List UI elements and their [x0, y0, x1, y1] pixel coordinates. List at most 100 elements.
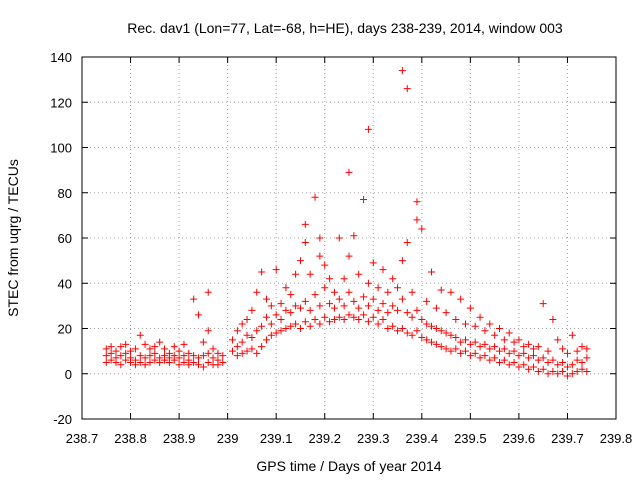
data-point [476, 343, 484, 351]
data-point [233, 343, 241, 351]
data-point [500, 336, 508, 344]
data-point [500, 356, 508, 364]
data-point [457, 349, 465, 357]
data-point [491, 354, 499, 362]
data-point [394, 327, 402, 335]
data-point [161, 345, 169, 353]
data-point [539, 354, 547, 362]
data-point [471, 338, 479, 346]
data-point [379, 300, 387, 308]
data-point [563, 349, 571, 357]
data-point [238, 349, 246, 357]
data-point [219, 358, 227, 366]
data-point [248, 345, 256, 353]
data-point [141, 354, 149, 362]
data-point [432, 304, 440, 312]
data-point [195, 361, 203, 369]
data-point [389, 302, 397, 310]
data-point [505, 349, 513, 357]
y-tick-label: 20 [58, 322, 72, 337]
data-point [486, 345, 494, 353]
data-point [515, 363, 523, 371]
data-point [190, 295, 198, 303]
data-point [199, 363, 207, 371]
data-point [486, 356, 494, 364]
data-point [583, 367, 591, 375]
data-point [253, 327, 261, 335]
data-point [491, 343, 499, 351]
data-point [272, 329, 280, 337]
x-axis-label: GPS time / Days of year 2014 [256, 458, 441, 474]
data-point [326, 318, 334, 326]
data-point [131, 356, 139, 364]
data-point [369, 295, 377, 303]
data-point [573, 367, 581, 375]
data-point [296, 304, 304, 312]
data-point [437, 286, 445, 294]
x-tick-label: 238.7 [66, 431, 99, 446]
data-point [437, 343, 445, 351]
data-point [559, 345, 567, 353]
data-point [301, 297, 309, 305]
data-point [447, 347, 455, 355]
data-point [122, 356, 130, 364]
data-point [452, 334, 460, 342]
data-point [175, 347, 183, 355]
data-point [311, 315, 319, 323]
data-point [117, 361, 125, 369]
data-point [384, 325, 392, 332]
data-point [350, 232, 358, 240]
data-point [151, 349, 159, 357]
data-point [466, 340, 474, 348]
x-tick-label: 239.8 [600, 431, 633, 446]
data-point [180, 358, 188, 366]
data-point [549, 367, 557, 375]
grid-lines [82, 57, 616, 419]
x-tick-label: 239.1 [260, 431, 293, 446]
data-point [389, 275, 397, 283]
data-point [539, 365, 547, 373]
data-point [491, 331, 499, 339]
data-point [544, 358, 552, 366]
data-point [374, 306, 382, 314]
data-point [107, 343, 115, 351]
data-point [272, 266, 280, 274]
data-point [554, 370, 562, 378]
data-point [403, 85, 411, 93]
data-point [423, 336, 431, 344]
data-point [466, 304, 474, 312]
data-point [398, 257, 406, 265]
data-point [277, 315, 285, 323]
data-point [544, 370, 552, 378]
data-point [175, 354, 183, 362]
data-point [185, 356, 193, 364]
data-point [243, 315, 251, 323]
data-point [510, 347, 518, 355]
data-point [413, 306, 421, 314]
data-point [277, 300, 285, 308]
data-point [156, 338, 164, 346]
data-point [554, 336, 562, 344]
data-point [568, 370, 576, 378]
data-point [151, 356, 159, 364]
data-point [350, 313, 358, 321]
data-point [326, 275, 334, 283]
data-point [306, 306, 314, 314]
data-point [432, 340, 440, 348]
data-point [316, 252, 324, 260]
data-point [476, 354, 484, 362]
data-point [321, 313, 329, 321]
data-point [209, 354, 217, 362]
data-point [495, 347, 503, 355]
data-point [466, 352, 474, 360]
chart-title: Rec. dav1 (Lon=77, Lat=-68, h=HE), days … [127, 20, 563, 36]
data-point [568, 331, 576, 339]
data-point [156, 354, 164, 362]
data-point [379, 315, 387, 323]
data-point [520, 343, 528, 351]
data-point [398, 295, 406, 303]
x-axis-tick-labels: 238.7 238.8 238.9 239 239.1 239.2 239.3 239.4 23… [66, 431, 633, 446]
data-point [568, 361, 576, 369]
data-point [481, 352, 489, 360]
data-point [102, 358, 110, 366]
